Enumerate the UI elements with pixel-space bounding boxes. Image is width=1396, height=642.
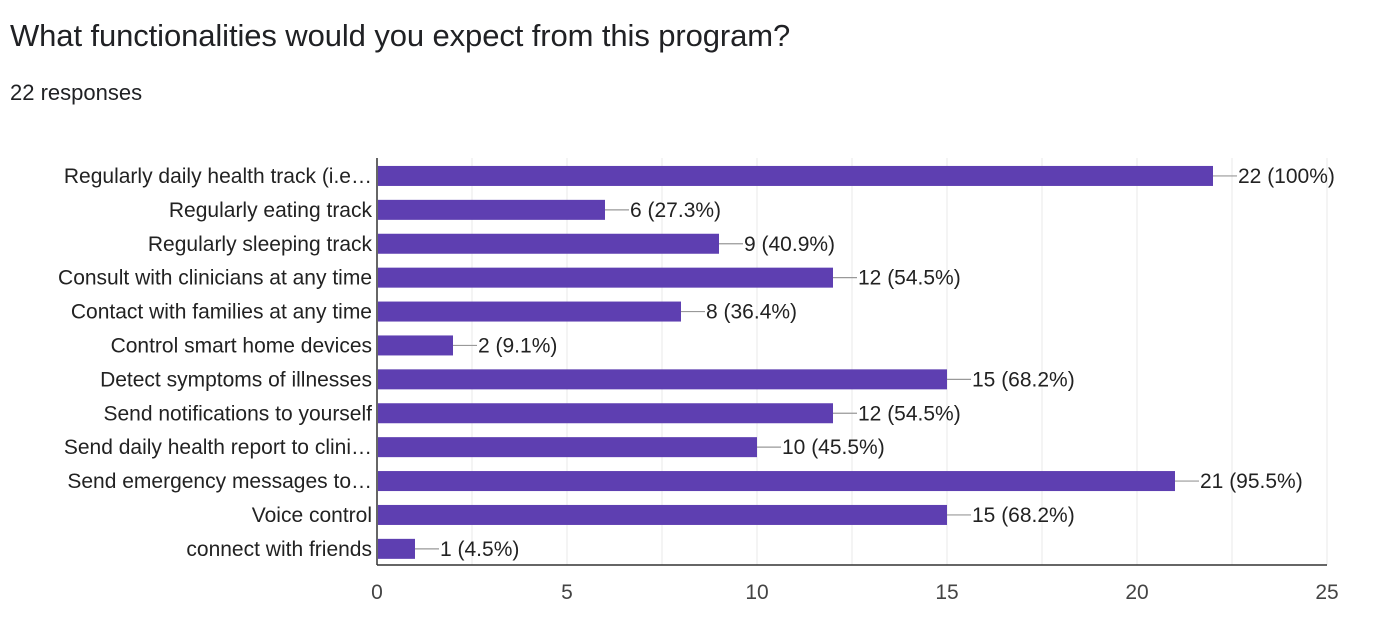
bar: [378, 301, 681, 322]
x-tick-label: 15: [935, 581, 958, 604]
bar: [378, 335, 453, 356]
category-label: connect with friends: [186, 538, 372, 561]
category-label: Regularly sleeping track: [148, 233, 373, 256]
category-label: Send daily health report to clini…: [64, 436, 372, 459]
bar: [378, 437, 757, 458]
data-label: 2 (9.1%): [478, 334, 557, 357]
data-label: 12 (54.5%): [858, 267, 961, 290]
category-label: Control smart home devices: [111, 334, 372, 357]
data-label: 1 (4.5%): [440, 538, 519, 561]
data-label: 9 (40.9%): [744, 233, 835, 256]
data-label: 21 (95.5%): [1200, 470, 1303, 493]
category-label: Detect symptoms of illnesses: [100, 368, 372, 391]
category-label: Contact with families at any time: [71, 301, 372, 324]
category-label: Send emergency messages to…: [67, 470, 372, 493]
data-label: 8 (36.4%): [706, 301, 797, 324]
data-label: 15 (68.2%): [972, 504, 1075, 527]
bar: [378, 471, 1175, 492]
category-label: Regularly eating track: [169, 199, 373, 222]
question-title: What functionalities would you expect fr…: [10, 18, 791, 53]
x-tick-label: 20: [1125, 581, 1148, 604]
bar: [378, 504, 947, 525]
data-label: 6 (27.3%): [630, 199, 721, 222]
category-label: Send notifications to yourself: [104, 402, 373, 425]
x-tick-label: 25: [1315, 581, 1338, 604]
data-label: 10 (45.5%): [782, 436, 885, 459]
bar: [378, 369, 947, 390]
bar: [378, 233, 719, 254]
category-label: Regularly daily health track (i.e…: [64, 165, 372, 188]
bar: [378, 267, 833, 288]
response-count: 22 responses: [10, 80, 143, 105]
bar: [378, 199, 605, 220]
data-label: 15 (68.2%): [972, 368, 1075, 391]
category-label: Consult with clinicians at any time: [58, 267, 372, 290]
x-tick-label: 0: [371, 581, 383, 604]
x-tick-label: 5: [561, 581, 573, 604]
data-label: 12 (54.5%): [858, 402, 961, 425]
x-tick-label: 10: [745, 581, 768, 604]
category-label: Voice control: [252, 504, 372, 527]
bar: [378, 165, 1213, 186]
data-label: 22 (100%): [1238, 165, 1335, 188]
bar: [378, 403, 833, 424]
bar: [378, 538, 415, 559]
